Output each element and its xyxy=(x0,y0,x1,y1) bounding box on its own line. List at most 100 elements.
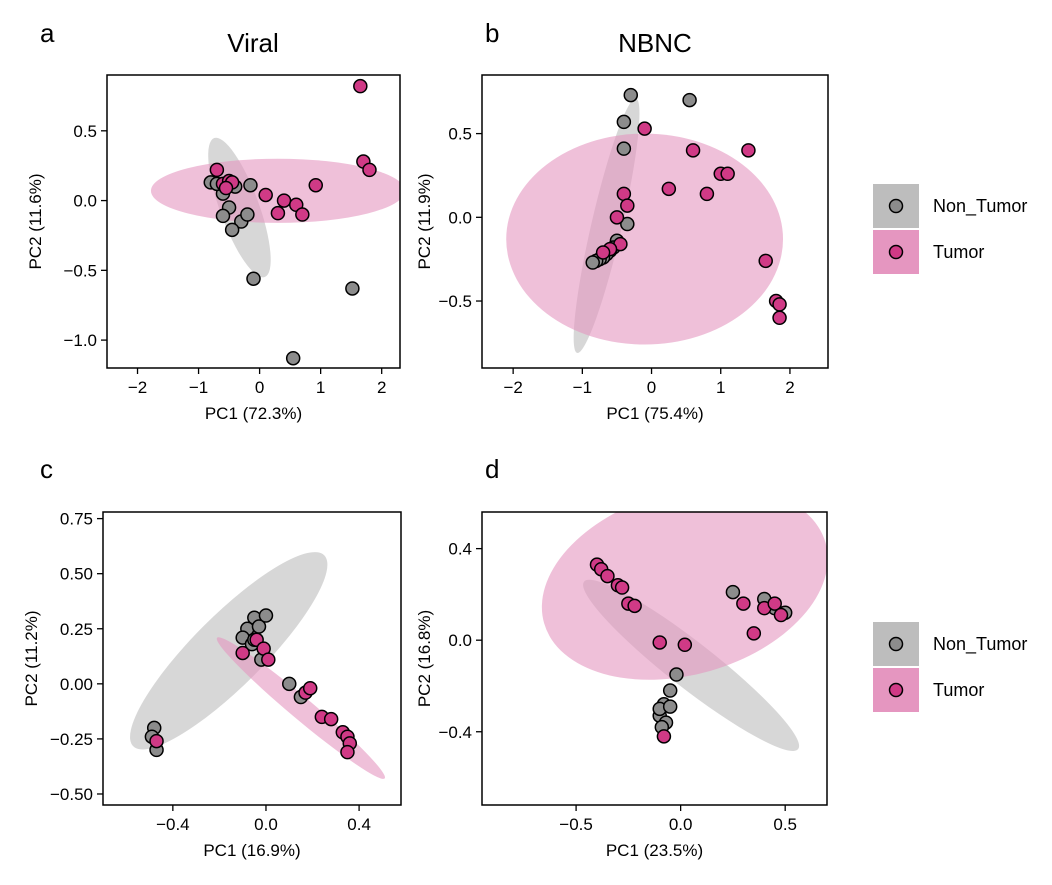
tumor-point xyxy=(767,596,782,611)
x-axis-label: PC1 (75.4%) xyxy=(606,404,703,423)
points-layer xyxy=(585,87,787,326)
legend-tumor-marker xyxy=(888,244,904,260)
non-tumor-point xyxy=(240,207,255,222)
tumor-point xyxy=(295,207,310,222)
non-tumor-point xyxy=(662,699,678,714)
tumor-point xyxy=(362,162,377,178)
non-tumor-point xyxy=(585,255,600,270)
y-tick-label: 0.5 xyxy=(73,122,97,141)
tumor-point xyxy=(656,729,672,744)
x-tick-label: −0.4 xyxy=(156,815,190,834)
non-tumor-point xyxy=(285,350,301,366)
y-tick-label: 0.5 xyxy=(448,125,472,144)
tumor-point xyxy=(595,245,611,260)
y-tick-label: −0.5 xyxy=(438,292,472,311)
tumor-point xyxy=(720,166,735,182)
panel-letter: a xyxy=(40,18,55,48)
points-layer xyxy=(589,557,793,744)
tumor-point xyxy=(276,193,292,208)
ellipse-layer xyxy=(506,98,784,353)
panel-c: c −0.4 0.0 0.4 −0.50 −0.25 0.00 0.25 0.50 0.75 PC1… xyxy=(22,454,402,860)
tumor-point xyxy=(614,580,630,595)
non-tumor-point xyxy=(258,608,274,623)
non-tumor-point xyxy=(616,114,632,130)
legend-label: Tumor xyxy=(933,242,984,262)
points-layer xyxy=(144,608,358,760)
y-tick-label: 0.0 xyxy=(448,631,472,650)
tumor-point xyxy=(261,652,276,667)
tumor-point xyxy=(677,637,693,653)
legend-non-tumor-marker xyxy=(888,636,904,652)
non-tumor-point xyxy=(215,208,231,224)
y-tick-label: −0.25 xyxy=(50,730,93,749)
tumor-point xyxy=(627,598,642,614)
tumor-point xyxy=(218,180,234,196)
tumor-point xyxy=(302,680,318,696)
tumor-point xyxy=(736,596,751,611)
non-tumor-point xyxy=(282,676,297,692)
ellipse-layer xyxy=(541,512,827,751)
tumor-point xyxy=(340,744,355,760)
x-tick-label: −0.5 xyxy=(559,815,593,834)
legend: Non_Tumor Tumor xyxy=(873,622,1027,712)
non-tumor-point xyxy=(243,177,258,193)
legend-label: Non_Tumor xyxy=(933,634,1027,655)
y-tick-label: 0.25 xyxy=(60,620,93,639)
plot-frame xyxy=(102,511,402,806)
x-tick-label: 0.4 xyxy=(347,815,371,834)
y-axis-label: PC2 (16.8%) xyxy=(415,610,434,707)
x-tick-label: 0.5 xyxy=(773,815,797,834)
panel-a: a Viral −2 −1 0 1 2 −1.0 −0.5 0.0 0.5 PC1 (72.3%) PC… xyxy=(26,18,401,423)
x-tick-label: 1 xyxy=(716,378,725,397)
tumor-point xyxy=(323,711,339,727)
tumor-confidence-ellipse xyxy=(541,512,827,680)
plot-frame xyxy=(481,74,829,369)
y-tick-label: 0.0 xyxy=(448,208,472,227)
legend: Non_Tumor Tumor xyxy=(873,184,1027,274)
y-tick-label: −1.0 xyxy=(63,331,97,350)
plot-frame xyxy=(106,74,401,369)
non-tumor-point xyxy=(246,271,261,286)
y-tick-label: 0.0 xyxy=(73,192,97,211)
tumor-point xyxy=(699,186,715,202)
non-tumor-point xyxy=(662,683,678,698)
tumor-point xyxy=(772,297,787,312)
tumor-point xyxy=(258,187,273,203)
non-tumor-point xyxy=(682,92,697,108)
tumor-point xyxy=(609,210,625,225)
x-tick-label: −1 xyxy=(573,378,592,397)
panel-letter: c xyxy=(40,454,53,484)
tumor-point xyxy=(209,162,225,178)
y-tick-label: 0.4 xyxy=(448,540,472,559)
tumor-point xyxy=(235,645,250,661)
y-tick-label: −0.4 xyxy=(438,723,472,742)
x-tick-label: 2 xyxy=(785,378,794,397)
tumor-confidence-ellipse xyxy=(506,133,784,345)
x-tick-label: −1 xyxy=(189,378,208,397)
y-tick-label: 0.75 xyxy=(60,510,93,529)
panel-title: Viral xyxy=(227,28,279,58)
non-tumor-point xyxy=(620,216,635,232)
x-tick-label: 1 xyxy=(316,378,325,397)
x-tick-label: 0.0 xyxy=(254,815,278,834)
y-tick-label: 0.50 xyxy=(60,565,93,584)
non-tumor-point xyxy=(616,141,632,156)
legend-non-tumor-marker xyxy=(888,198,904,214)
non-tumor-point xyxy=(623,87,639,103)
y-tick-label: −0.50 xyxy=(50,785,93,804)
tumor-point xyxy=(685,143,701,158)
x-tick-label: 0 xyxy=(255,378,264,397)
y-tick-label: 0.00 xyxy=(60,675,93,694)
non-tumor-point xyxy=(224,222,240,238)
tumor-point xyxy=(758,253,773,269)
x-axis-label: PC1 (23.5%) xyxy=(606,841,703,860)
non-tumor-point xyxy=(669,667,684,682)
legend-label: Tumor xyxy=(933,680,984,700)
legend-tumor-marker xyxy=(888,682,904,698)
tumor-point xyxy=(620,198,635,213)
tumor-point xyxy=(353,78,368,94)
non-tumor-point xyxy=(345,281,360,296)
panel-title: NBNC xyxy=(618,28,692,58)
non-tumor-point xyxy=(725,584,741,600)
